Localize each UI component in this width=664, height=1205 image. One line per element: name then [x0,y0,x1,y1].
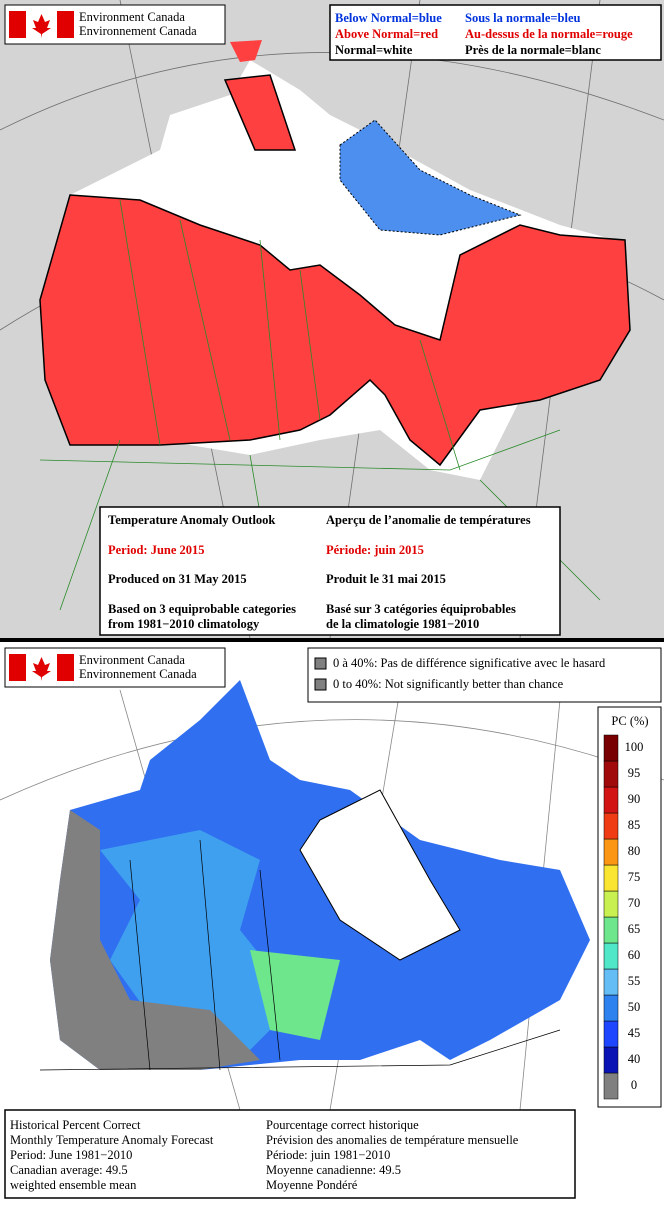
colorbar-tick-label: 65 [628,922,641,936]
colorbar-tick-label: 60 [628,948,641,962]
colorbar-tick-label: 70 [628,896,641,910]
pc-field [250,950,340,1040]
outlook-text: Basé sur 3 catégories équiprobables [326,602,516,616]
outlook-text: Based on 3 equiprobable categories [108,602,296,616]
legend-text: Normal=white [335,43,413,57]
info-text: Monthly Temperature Anomaly Forecast [10,1133,214,1147]
above-normal-region [39,194,631,467]
outlook-text: Period: June 2015 [108,543,205,557]
info-text: Moyenne canadienne: 49.5 [266,1163,401,1177]
colorbar-tick-label: 40 [628,1052,641,1066]
info-text: Prévision des anomalies de température m… [266,1133,519,1147]
below-normal-region [339,119,522,236]
colorbar-swatch [603,734,619,762]
colorbar-tick-label: 75 [628,870,641,884]
colorbar-tick-label: 55 [628,974,641,988]
colorbar: PC (%) 0 40 45 50 55 60 65 70 75 80 85 90 95 100 [597,706,662,1108]
colorbar-tick-label: 50 [628,1000,641,1014]
legend-text: Below Normal=blue [335,11,442,25]
colorbar-swatch [603,890,619,918]
logo-text: Environment Canada [79,653,185,667]
above-normal-region [223,74,297,151]
outlook-text: Aperçu de l’anomalie de températures [326,513,531,527]
legend-text: Près de la normale=blanc [465,43,601,57]
colorbar-swatch [603,838,619,866]
colorbar-tick-label: 80 [628,844,641,858]
colorbar-swatch [603,942,619,970]
colorbar-tick-label: 100 [625,740,644,754]
legend-text: 0 à 40%: Pas de différence significative… [333,656,606,670]
colorbar-tick-label: 90 [628,792,641,806]
colorbar-swatch [603,760,619,788]
not-significant [50,810,260,1070]
colorbar-swatch [603,994,619,1022]
info-text: Period: June 1981−2010 [10,1148,132,1162]
colorbar-swatch [603,786,619,814]
bottom-legend: 0 à 40%: Pas de différence significative… [307,647,662,703]
outlook-text: Produced on 31 May 2015 [108,572,247,586]
logo-text: Environment Canada [79,10,185,24]
colorbar-swatch [603,812,619,840]
legend-text: Above Normal=red [335,27,438,41]
colorbar-swatch [603,864,619,892]
outlook-text: Période: juin 2015 [326,543,424,557]
colorbar-swatch [603,968,619,996]
info-text: Canadian average: 49.5 [10,1163,128,1177]
colorbar-tick-label: 45 [628,1026,641,1040]
colorbar-swatch [603,1020,619,1048]
colorbar-swatch [603,1072,619,1100]
info-text: weighted ensemble mean [10,1178,137,1192]
colorbar-tick-label: 95 [628,766,641,780]
colorbar-tick-label: 85 [628,818,641,832]
outlook-text: de la climatologie 1981−2010 [326,617,479,631]
top-logo: Environment Canada Environnement Canada [4,4,226,45]
logo-text: Environnement Canada [79,667,197,681]
legend-text: Au-dessus de la normale=rouge [465,27,633,41]
outlook-text: Temperature Anomaly Outlook [108,513,275,527]
legend-text: 0 to 40%: Not significantly better than … [333,677,564,691]
outlook-box: Temperature Anomaly Outlook Aperçu de l’a… [99,506,561,636]
hudson-bay [299,789,461,961]
colorbar-swatch [603,1046,619,1074]
bottom-logo: Environment Canada Environnement Canada [4,647,226,688]
colorbar-swatch [603,916,619,944]
outlook-text: from 1981−2010 climatology [108,617,260,631]
info-text: Pourcentage correct historique [266,1118,419,1132]
top-legend: Below Normal=blue Sous la normale=bleu A… [329,4,662,61]
pc-field [100,830,300,1050]
legend-text: Sous la normale=bleu [465,11,581,25]
info-text: Historical Percent Correct [10,1118,141,1132]
outlook-text: Produit le 31 mai 2015 [326,572,446,586]
logo-text: Environnement Canada [79,24,197,38]
divider [0,638,664,642]
info-text: Période: juin 1981−2010 [266,1148,390,1162]
boundaries [39,839,561,1071]
colorbar-tick-label: 0 [631,1078,637,1092]
info-text: Moyenne Pondéré [266,1178,358,1192]
colorbar-title: PC (%) [611,714,648,728]
above-normal-region [230,40,262,62]
